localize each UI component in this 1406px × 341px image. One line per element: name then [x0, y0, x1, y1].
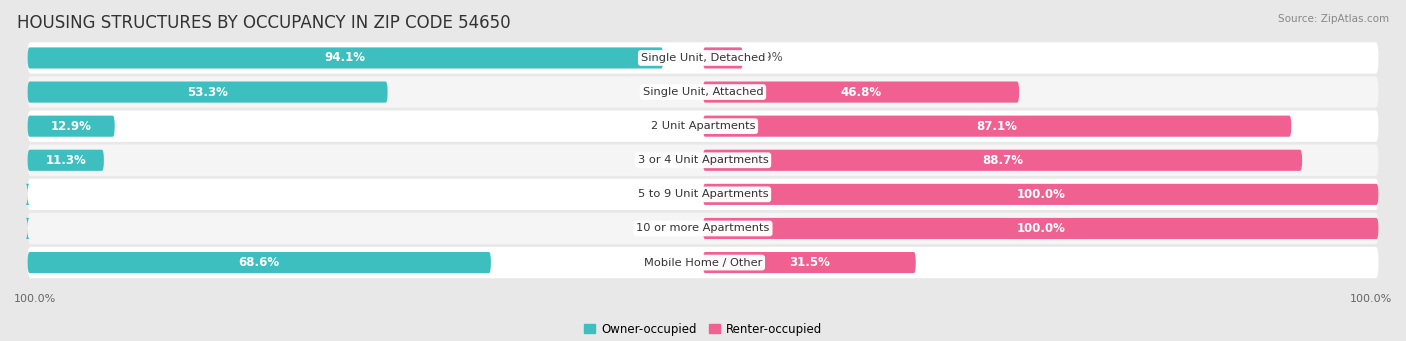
FancyBboxPatch shape: [703, 150, 1302, 171]
Text: Mobile Home / Other: Mobile Home / Other: [644, 257, 762, 268]
Text: Single Unit, Detached: Single Unit, Detached: [641, 53, 765, 63]
FancyBboxPatch shape: [28, 145, 1378, 176]
Text: 2 Unit Apartments: 2 Unit Apartments: [651, 121, 755, 131]
Legend: Owner-occupied, Renter-occupied: Owner-occupied, Renter-occupied: [579, 318, 827, 341]
FancyBboxPatch shape: [703, 252, 915, 273]
FancyBboxPatch shape: [703, 47, 742, 69]
FancyBboxPatch shape: [28, 81, 388, 103]
Text: 0.0%: 0.0%: [659, 188, 689, 201]
Text: 100.0%: 100.0%: [14, 294, 56, 304]
FancyBboxPatch shape: [703, 184, 1378, 205]
FancyBboxPatch shape: [703, 218, 1378, 239]
FancyBboxPatch shape: [28, 179, 1378, 210]
Text: 100.0%: 100.0%: [1017, 188, 1066, 201]
Text: 12.9%: 12.9%: [51, 120, 91, 133]
FancyBboxPatch shape: [28, 213, 1378, 244]
Text: 100.0%: 100.0%: [1350, 294, 1392, 304]
Text: 0.0%: 0.0%: [659, 222, 689, 235]
FancyBboxPatch shape: [28, 116, 115, 137]
Text: Single Unit, Attached: Single Unit, Attached: [643, 87, 763, 97]
Text: 5.9%: 5.9%: [754, 51, 783, 64]
FancyBboxPatch shape: [25, 184, 30, 205]
FancyBboxPatch shape: [703, 81, 1019, 103]
FancyBboxPatch shape: [703, 116, 1291, 137]
FancyBboxPatch shape: [28, 47, 664, 69]
Text: 100.0%: 100.0%: [1017, 222, 1066, 235]
FancyBboxPatch shape: [28, 42, 1378, 74]
Text: 68.6%: 68.6%: [239, 256, 280, 269]
Text: 53.3%: 53.3%: [187, 86, 228, 99]
Text: 94.1%: 94.1%: [325, 51, 366, 64]
Text: 5 to 9 Unit Apartments: 5 to 9 Unit Apartments: [638, 189, 768, 199]
Text: 88.7%: 88.7%: [981, 154, 1024, 167]
FancyBboxPatch shape: [25, 218, 30, 239]
FancyBboxPatch shape: [28, 252, 491, 273]
Text: Source: ZipAtlas.com: Source: ZipAtlas.com: [1278, 14, 1389, 24]
Text: 3 or 4 Unit Apartments: 3 or 4 Unit Apartments: [638, 155, 768, 165]
Text: HOUSING STRUCTURES BY OCCUPANCY IN ZIP CODE 54650: HOUSING STRUCTURES BY OCCUPANCY IN ZIP C…: [17, 14, 510, 32]
Text: 11.3%: 11.3%: [45, 154, 86, 167]
FancyBboxPatch shape: [28, 247, 1378, 278]
FancyBboxPatch shape: [28, 76, 1378, 108]
FancyBboxPatch shape: [28, 150, 104, 171]
FancyBboxPatch shape: [28, 110, 1378, 142]
Text: 87.1%: 87.1%: [977, 120, 1018, 133]
Text: 10 or more Apartments: 10 or more Apartments: [637, 223, 769, 234]
Text: 46.8%: 46.8%: [841, 86, 882, 99]
Text: 31.5%: 31.5%: [789, 256, 830, 269]
